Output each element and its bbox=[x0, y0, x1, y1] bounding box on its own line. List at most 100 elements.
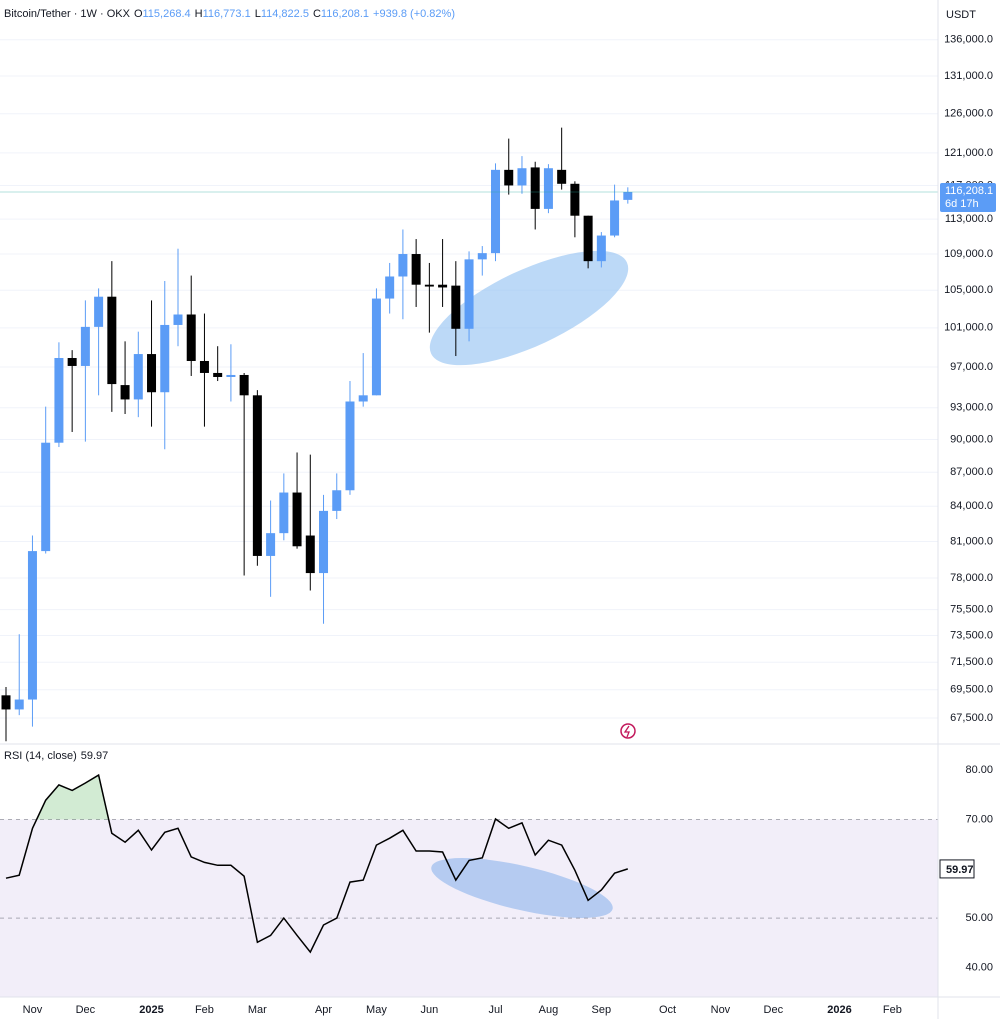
candles bbox=[1, 127, 633, 742]
x-tick-label: Jun bbox=[420, 1004, 438, 1016]
candle-body bbox=[557, 169, 567, 184]
candle-body bbox=[332, 490, 342, 511]
candle-body bbox=[543, 168, 553, 209]
candle-body bbox=[1, 695, 11, 710]
rsi-value-tag bbox=[939, 859, 975, 879]
candle-body bbox=[41, 442, 51, 552]
ohlc-value: 115,268.4 bbox=[143, 8, 191, 20]
overbought-fill bbox=[36, 775, 497, 820]
candle-body bbox=[239, 374, 249, 396]
candle-body bbox=[345, 401, 355, 491]
candle-body bbox=[319, 510, 329, 574]
x-tick-label: 2026 bbox=[827, 1004, 851, 1016]
y-tick-label: 109,000.0 bbox=[944, 248, 993, 260]
y-tick-label: 87,000.0 bbox=[950, 466, 993, 478]
y-tick-label: 69,500.0 bbox=[950, 684, 993, 696]
candle-body bbox=[186, 314, 196, 361]
y-tick-label: 71,500.0 bbox=[950, 656, 993, 668]
ohlc-value: 114,822.5 bbox=[261, 8, 309, 20]
candle-body bbox=[199, 360, 209, 373]
y-tick-label: 73,500.0 bbox=[950, 629, 993, 641]
ohlc-key: L bbox=[255, 8, 261, 20]
x-tick-label: Oct bbox=[659, 1004, 676, 1016]
candle-body bbox=[358, 395, 368, 402]
labels: 136,000.0131,000.0126,000.0121,000.0117,… bbox=[4, 8, 996, 1016]
y-tick-label: 97,000.0 bbox=[950, 361, 993, 373]
candle-body bbox=[133, 354, 143, 400]
highlight-ellipse bbox=[431, 858, 613, 918]
candle-body bbox=[411, 254, 421, 285]
highlight-ellipse bbox=[429, 250, 629, 366]
rsi-band bbox=[0, 819, 938, 997]
y-tick-label: 50.00 bbox=[965, 912, 993, 924]
ohlc-key: O bbox=[134, 8, 143, 20]
candle-body bbox=[464, 259, 474, 329]
candle-body bbox=[583, 215, 593, 262]
candle-body bbox=[80, 326, 90, 366]
x-tick-label: 2025 bbox=[139, 1004, 163, 1016]
ohlc-key: H bbox=[195, 8, 203, 20]
y-tick-label: 81,000.0 bbox=[950, 535, 993, 547]
ohlc-value: 116,208.1 bbox=[321, 8, 369, 20]
grid bbox=[0, 39, 938, 719]
candle-body bbox=[94, 296, 104, 327]
candle-body bbox=[107, 296, 117, 385]
rsi-layer bbox=[0, 773, 938, 997]
event-icon-bolt bbox=[623, 725, 630, 738]
rsi-value: 59.97 bbox=[81, 750, 109, 762]
y-tick-label: 40.00 bbox=[965, 961, 993, 973]
y-tick-label: 136,000.0 bbox=[944, 34, 993, 46]
candle-body bbox=[173, 314, 183, 325]
candle-body bbox=[266, 533, 276, 556]
y-tick-label: 93,000.0 bbox=[950, 402, 993, 414]
y-tick-label: 131,000.0 bbox=[944, 70, 993, 82]
y-tick-label: 67,500.0 bbox=[950, 712, 993, 724]
candle-body bbox=[596, 235, 606, 262]
candle-body bbox=[147, 354, 157, 393]
candle-body bbox=[292, 492, 302, 547]
y-tick-label: 90,000.0 bbox=[950, 433, 993, 445]
candle-body bbox=[424, 284, 434, 287]
candle-body bbox=[477, 253, 487, 260]
y-tick-label: 84,000.0 bbox=[950, 500, 993, 512]
event-icon[interactable] bbox=[620, 723, 636, 739]
x-tick-label: Mar bbox=[248, 1004, 267, 1016]
x-tick-label: Feb bbox=[883, 1004, 902, 1016]
candle-body bbox=[491, 169, 501, 254]
candle-body bbox=[279, 492, 289, 534]
x-tick-label: Sep bbox=[592, 1004, 612, 1016]
x-tick-label: May bbox=[366, 1004, 387, 1016]
candle-body bbox=[610, 200, 620, 236]
last-price-tag bbox=[940, 183, 996, 213]
x-tick-label: Feb bbox=[195, 1004, 214, 1016]
marks bbox=[0, 127, 938, 997]
y-tick-label: 80.00 bbox=[965, 764, 993, 776]
candle-body bbox=[385, 276, 395, 299]
y-tick-label: 113,000.0 bbox=[945, 213, 993, 225]
chart-title: Bitcoin/Tether · 1W · OKX bbox=[4, 8, 131, 20]
x-tick-label: Apr bbox=[315, 1004, 332, 1016]
candle-body bbox=[226, 374, 236, 377]
y-tick-label: 101,000.0 bbox=[944, 322, 993, 334]
candle-body bbox=[438, 284, 448, 288]
candle-body bbox=[14, 699, 24, 710]
x-tick-label: Dec bbox=[764, 1004, 784, 1016]
candle-body bbox=[213, 372, 223, 377]
y-tick-label: 70.00 bbox=[965, 813, 993, 825]
x-tick-label: Nov bbox=[711, 1004, 731, 1016]
candle-body bbox=[451, 285, 461, 329]
y-tick-label: 105,000.0 bbox=[944, 284, 993, 296]
ohlc-key: C bbox=[313, 8, 321, 20]
candle-body bbox=[305, 535, 315, 574]
candle-body bbox=[160, 324, 170, 393]
candle-body bbox=[398, 254, 408, 277]
y-tick-label: 75,500.0 bbox=[950, 603, 993, 615]
candle-body bbox=[371, 298, 381, 396]
candle-body bbox=[623, 192, 633, 200]
x-tick-label: Dec bbox=[76, 1004, 96, 1016]
last-price-label: 116,208.1 bbox=[945, 185, 993, 197]
y-tick-label: 126,000.0 bbox=[944, 108, 993, 120]
candle-body bbox=[252, 395, 262, 556]
candle-body bbox=[27, 551, 37, 700]
currency-label: USDT bbox=[946, 9, 976, 21]
